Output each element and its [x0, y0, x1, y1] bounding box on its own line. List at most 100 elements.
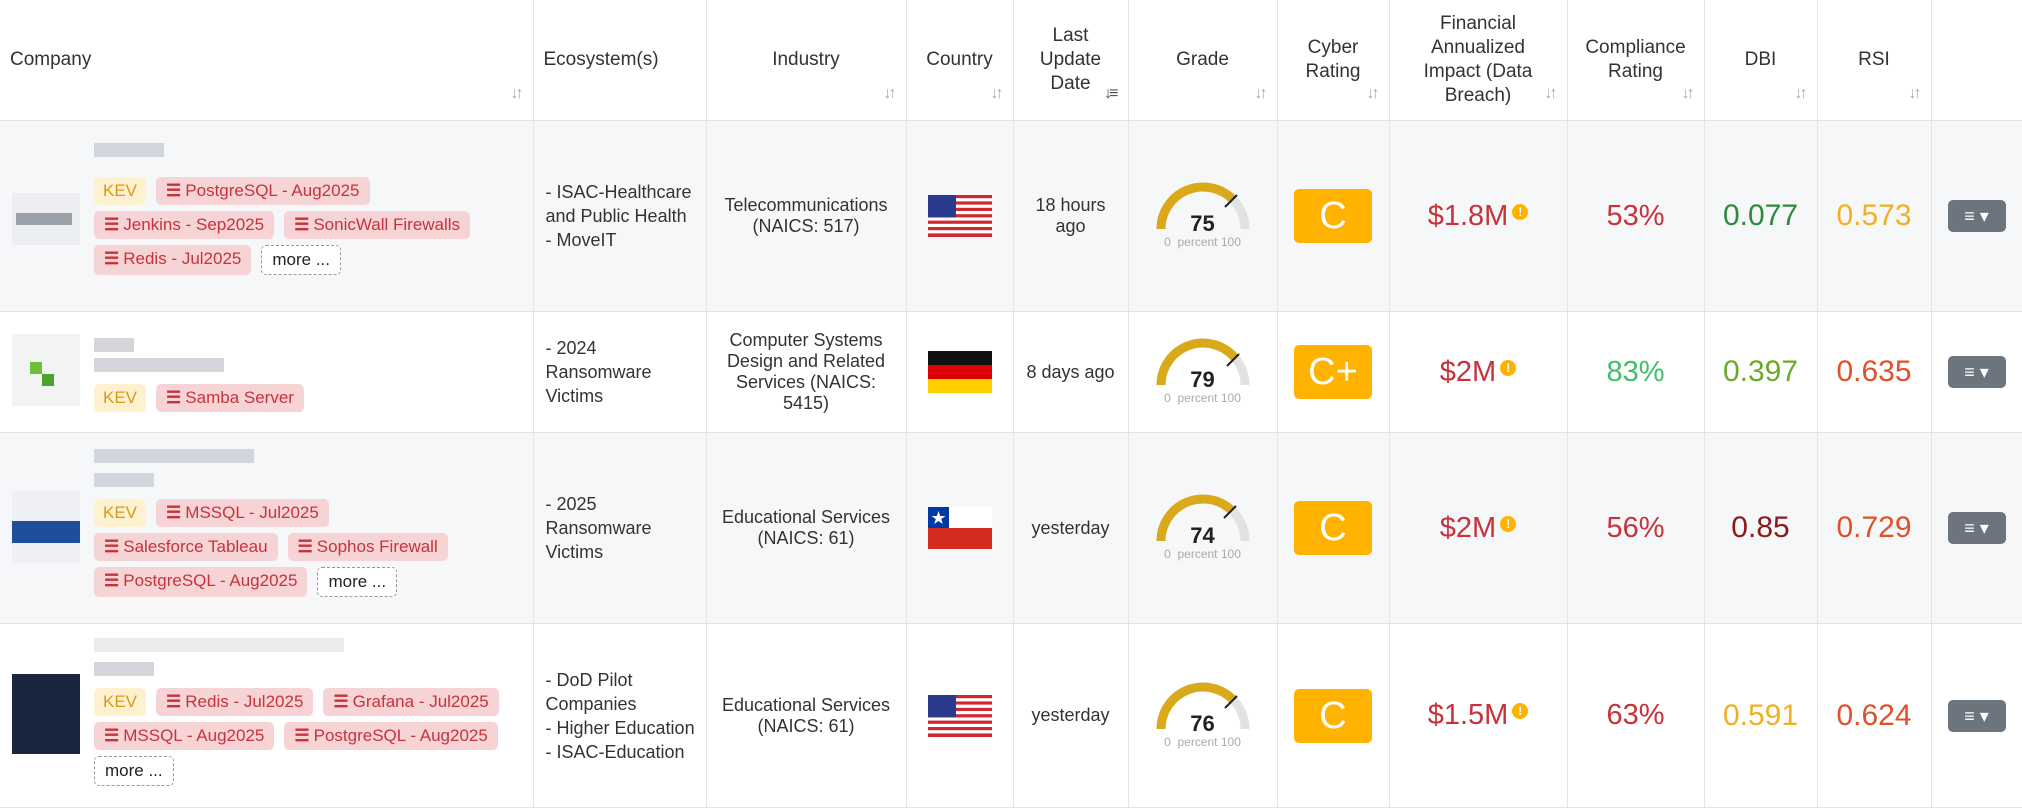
kev-badge[interactable]: KEV — [94, 499, 147, 527]
sort-icon[interactable]: ↓↑ — [1794, 85, 1808, 102]
vuln-tag[interactable]: ☰ PostgreSQL - Aug2025 — [156, 177, 370, 205]
col-ecosystem-label: Ecosystem(s) — [543, 49, 659, 70]
rsi-cell: 0.624 — [1817, 623, 1932, 808]
vuln-tag[interactable]: ☰ Sophos Firewall — [287, 533, 448, 561]
sort-icon[interactable]: ↓↑ — [883, 85, 897, 102]
vuln-tag[interactable]: ☰ Redis - Jul2025 — [94, 245, 252, 275]
dbi-cell: 0.077 — [1704, 120, 1818, 312]
grade-gauge: 75 0 percent 100 — [1153, 181, 1253, 251]
more-tags-button[interactable]: more ... — [94, 756, 174, 786]
warning-icon[interactable]: ! — [1500, 359, 1517, 376]
warning-icon[interactable]: ! — [1500, 515, 1517, 532]
gauge-scale: 0 percent 100 — [1153, 547, 1253, 561]
country-cell — [906, 311, 1014, 433]
tag-list: KEV ☰ PostgreSQL - Aug2025 ☰ Jenkins - Sep… — [94, 177, 513, 275]
col-industry[interactable]: Industry ↓↑ — [706, 0, 907, 121]
sort-icon[interactable]: ↓↑ — [510, 85, 524, 102]
company-cell[interactable]: KEV ☰ PostgreSQL - Aug2025 ☰ Jenkins - Sep… — [0, 120, 534, 312]
row-menu-button[interactable]: ≡ ▾ — [1947, 512, 2006, 544]
col-last-update[interactable]: Last Update Date ↓≡ — [1013, 0, 1129, 121]
row-menu-button[interactable]: ≡ ▾ — [1947, 699, 2006, 732]
vuln-tag[interactable]: ☰ Grafana - Jul2025 — [323, 688, 499, 716]
col-country[interactable]: Country ↓↑ — [906, 0, 1014, 121]
sort-icon[interactable]: ↓↑ — [1254, 85, 1268, 102]
row-menu-button[interactable]: ≡ ▾ — [1947, 200, 2006, 232]
col-rsi[interactable]: RSI ↓↑ — [1817, 0, 1932, 121]
company-cell[interactable]: KEV ☰ MSSQL - Jul2025 ☰ Salesforce Tableau… — [0, 432, 534, 624]
country-cell — [906, 432, 1014, 624]
col-financial-impact[interactable]: Financial Annualized Impact (Data Breach) ↓↑ — [1389, 0, 1568, 121]
compliance-cell: 56% — [1567, 432, 1705, 624]
warning-icon[interactable]: ! — [1512, 203, 1529, 220]
grade-value: 75 — [1190, 211, 1215, 236]
vuln-tag[interactable]: ☰ Redis - Jul2025 — [156, 688, 314, 716]
industry-cell: Educational Services (NAICS: 61) — [706, 432, 907, 624]
col-fin-label: Breach) — [1444, 85, 1512, 106]
vuln-tag[interactable]: ☰ Samba Server — [156, 384, 304, 412]
sort-icon[interactable]: ↓↑ — [1681, 85, 1695, 102]
company-logo — [12, 183, 80, 255]
col-comp-label: Rating — [1608, 61, 1663, 82]
more-tags-button[interactable]: more ... — [317, 567, 398, 597]
vuln-tag[interactable]: ☰ PostgreSQL - Aug2025 — [94, 567, 308, 597]
company-name-redacted — [94, 662, 154, 676]
row-menu-button[interactable]: ≡ ▾ — [1947, 356, 2006, 388]
rsi-cell: 0.729 — [1817, 432, 1932, 624]
col-cyber-rating[interactable]: Cyber Rating ↓↑ — [1277, 0, 1390, 121]
col-dbi[interactable]: DBI ↓↑ — [1704, 0, 1818, 121]
list-icon: ☰ — [104, 571, 120, 590]
kev-badge[interactable]: KEV — [94, 688, 147, 716]
gauge-unit: percent — [1177, 391, 1218, 405]
rsi-cell: 0.635 — [1817, 311, 1932, 433]
col-compliance[interactable]: Compliance Rating ↓↑ — [1567, 0, 1705, 121]
table-row[interactable]: KEV ☰ MSSQL - Jul2025 ☰ Salesforce Tableau… — [0, 432, 2022, 624]
gauge-max: 100 — [1220, 391, 1241, 405]
financial-impact-cell: $2M! — [1389, 311, 1568, 433]
col-fin-label: Impact (Data — [1423, 61, 1533, 82]
gauge-scale: 0 percent 100 — [1153, 235, 1253, 249]
table-row[interactable]: KEV ☰ Redis - Jul2025 ☰ Grafana - Jul2025 … — [0, 623, 2022, 808]
company-cell[interactable]: KEV ☰ Samba Server — [0, 311, 534, 433]
sort-icon[interactable]: ↓↑ — [1366, 85, 1380, 102]
sort-icon[interactable]: ↓↑ — [1544, 85, 1558, 102]
warning-icon[interactable]: ! — [1512, 703, 1529, 719]
col-grade[interactable]: Grade ↓↑ — [1128, 0, 1278, 121]
sort-icon[interactable]: ↓↑ — [1908, 85, 1922, 102]
vuln-tag[interactable]: ☰ SonicWall Firewalls — [284, 211, 471, 239]
company-cell[interactable]: KEV ☰ Redis - Jul2025 ☰ Grafana - Jul2025 … — [0, 623, 534, 808]
dbi-value: 0.85 — [1731, 511, 1790, 544]
tag-list: KEV ☰ MSSQL - Jul2025 ☰ Salesforce Tableau… — [94, 499, 513, 597]
financial-impact-value: $1.8M — [1427, 199, 1509, 232]
financial-impact-cell: $1.8M! — [1389, 120, 1568, 312]
dbi-value: 0.591 — [1722, 698, 1799, 732]
vuln-tag[interactable]: ☰ Jenkins - Sep2025 — [94, 211, 275, 239]
more-tags-button[interactable]: more ... — [261, 245, 341, 275]
col-ecosystem: Ecosystem(s) — [533, 0, 707, 121]
vuln-tag-label: PostgreSQL - Aug2025 — [313, 726, 488, 745]
sort-icon[interactable]: ↓↑ — [990, 85, 1004, 102]
rsi-value: 0.635 — [1836, 355, 1912, 388]
actions-cell: ≡ ▾ — [1931, 120, 2022, 312]
table-row[interactable]: KEV ☰ PostgreSQL - Aug2025 ☰ Jenkins - Sep… — [0, 120, 2022, 312]
col-company[interactable]: Company ↓↑ — [0, 0, 534, 121]
vuln-tag-label: SonicWall Firewalls — [313, 215, 461, 234]
country-cell — [906, 623, 1014, 808]
list-icon: ☰ — [294, 215, 310, 234]
vuln-tag[interactable]: ☰ MSSQL - Aug2025 — [94, 722, 275, 750]
table-row[interactable]: KEV ☰ Samba Server - 2024 Ransomware Vict… — [0, 311, 2022, 433]
kev-badge[interactable]: KEV — [94, 384, 147, 412]
gauge-min: 0 — [1164, 547, 1171, 561]
list-icon: ☰ — [166, 181, 182, 200]
sort-desc-icon[interactable]: ↓≡ — [1104, 85, 1118, 102]
kev-badge[interactable]: KEV — [94, 177, 147, 205]
list-icon: ☰ — [333, 692, 349, 711]
ecosystem-cell: - 2024 Ransomware Victims — [533, 311, 707, 433]
rsi-value: 0.573 — [1836, 199, 1912, 232]
vuln-tag[interactable]: ☰ MSSQL - Jul2025 — [156, 499, 329, 527]
vuln-tag[interactable]: ☰ Salesforce Tableau — [94, 533, 278, 561]
gauge-scale: 0 percent 100 — [1153, 391, 1253, 405]
list-icon: ☰ — [166, 503, 182, 522]
ecosystem-cell: - DoD Pilot Companies - Higher Education… — [533, 623, 707, 808]
vuln-tag[interactable]: ☰ PostgreSQL - Aug2025 — [284, 722, 498, 750]
gauge-unit: percent — [1177, 235, 1218, 249]
